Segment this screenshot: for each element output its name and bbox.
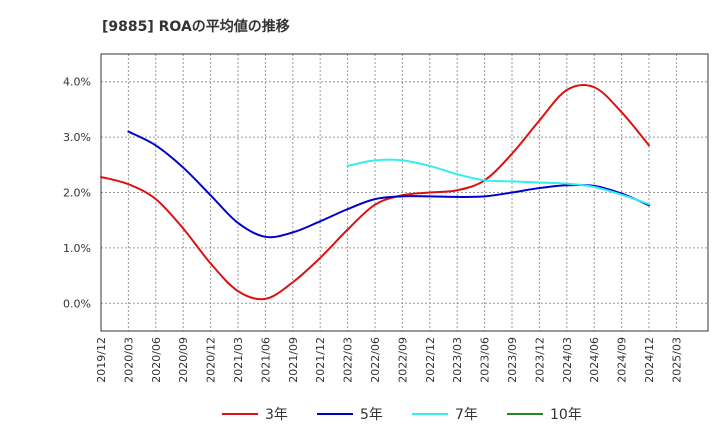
x-tick-label: 2024/09 [616,337,629,383]
x-tick-label: 2020/09 [177,337,190,383]
y-tick-label: 3.0% [63,131,91,144]
y-tick-label: 1.0% [63,242,91,255]
chart-title: [9885] ROAの平均値の推移 [102,18,290,35]
legend-label: 10年 [550,407,582,423]
x-tick-label: 2019/12 [95,337,108,383]
y-tick-label: 0.0% [63,297,91,310]
series-line-0 [100,84,650,301]
x-tick-label: 2020/03 [122,337,135,383]
x-tick-label: 2023/09 [506,337,519,383]
x-tick-label: 2022/03 [342,337,355,383]
series-lines [100,84,650,301]
x-tick-label: 2023/03 [451,337,464,383]
y-tick-label: 4.0% [63,76,91,89]
x-tick-label: 2022/06 [369,337,382,383]
series-line-2 [346,158,650,206]
plot-frame [100,53,709,332]
x-tick-label: 2023/12 [533,337,546,383]
x-tick-label: 2021/06 [259,337,272,383]
x-tick-label: 2021/09 [287,337,300,383]
x-tick-label: 2024/06 [588,337,601,383]
x-tick-label: 2021/03 [232,337,245,383]
legend-label: 7年 [455,407,478,423]
x-tick-label: 2020/12 [205,337,218,383]
x-tick-label: 2025/03 [670,337,683,383]
x-tick-label: 2022/12 [424,337,437,383]
grid [101,54,708,331]
x-tick-label: 2022/09 [396,337,409,383]
x-tick-label: 2023/06 [479,337,492,383]
x-tick-label: 2024/03 [561,337,574,383]
x-tick-label: 2024/12 [643,337,656,383]
x-axis-ticks: 2019/12 2020/03 2020/06 2020/09 2020/12 2021/… [95,337,683,383]
x-tick-label: 2021/12 [314,337,327,383]
series-line-1 [127,130,650,239]
legend-label: 5年 [360,407,383,423]
x-tick-label: 2020/06 [150,337,163,383]
y-tick-label: 2.0% [63,187,91,200]
y-axis-ticks: 0.0% 1.0% 2.0% 3.0% 4.0% [63,76,91,311]
legend: 3年 5年 7年 10年 [222,407,582,423]
legend-label: 3年 [265,407,288,423]
